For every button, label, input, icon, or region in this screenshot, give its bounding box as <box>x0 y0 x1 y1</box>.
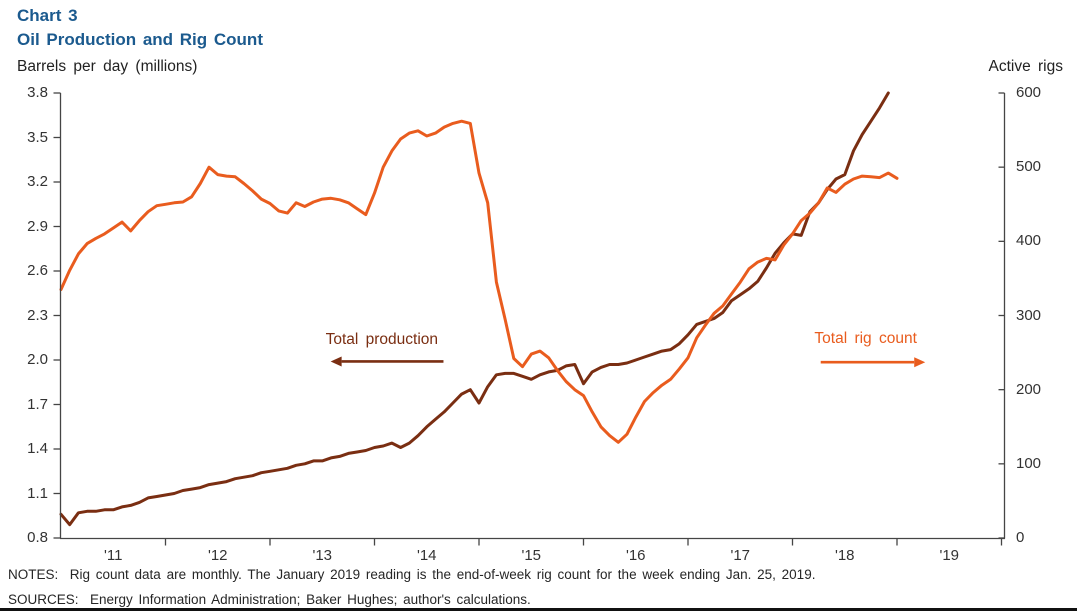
bottom-rule <box>0 608 1077 611</box>
right-axis-tick-label: 300 <box>1016 306 1042 324</box>
production-line <box>59 91 890 527</box>
right-axis-unit-label: Active rigs <box>988 58 1064 75</box>
left-axis-tick-label: 2.9 <box>27 217 48 235</box>
x-axis-tick-label: '12 <box>207 547 228 564</box>
left-axis-tick-label: 2.6 <box>27 262 48 279</box>
x-axis-tick-label: '17 <box>730 547 751 564</box>
left-axis-tick-label: 3.8 <box>27 84 48 101</box>
left-axis-tick-label: 0.8 <box>27 529 48 546</box>
right-axis-tick-label: 400 <box>1016 232 1042 250</box>
left-axis-tick-label: 2.0 <box>27 351 48 368</box>
x-axis-tick-label: '14 <box>416 547 437 564</box>
rigcount-annotation-label: Total rig count <box>814 329 917 347</box>
x-axis-tick-label: '16 <box>625 547 646 564</box>
right-axis-tick-label: 0 <box>1016 529 1025 546</box>
right-axis-tick-label: 200 <box>1016 380 1042 398</box>
x-axis-tick-label: '11 <box>104 547 123 564</box>
x-axis-tick-label: '13 <box>312 547 333 564</box>
right-axis-tick-label: 500 <box>1016 158 1042 176</box>
left-axis-tick-label: 1.4 <box>27 440 48 457</box>
x-axis-tick-label: '18 <box>834 547 855 564</box>
x-axis-tick-label: '15 <box>521 547 542 564</box>
left-axis-tick-label: 1.7 <box>27 395 48 413</box>
production-annotation-label: Total production <box>325 330 439 348</box>
rig-count-line <box>59 119 899 444</box>
chart-title: Oil Production and Rig Count <box>17 30 263 49</box>
right-axis-tick-label: 600 <box>1016 84 1042 101</box>
left-axis-tick-label: 3.2 <box>27 173 48 190</box>
sources-text: SOURCES: Energy Information Administrati… <box>8 592 531 607</box>
annotation-arrow-head <box>330 356 342 367</box>
notes-text: NOTES: Rig count data are monthly. The J… <box>8 567 816 582</box>
annotation-arrow-head <box>914 357 926 368</box>
left-axis-unit-label: Barrels per day (millions) <box>17 58 198 75</box>
left-axis-tick-label: 2.3 <box>27 306 48 324</box>
left-axis-tick-label: 3.5 <box>27 128 48 146</box>
chart-number: Chart 3 <box>17 6 78 25</box>
x-axis-tick-label: '19 <box>939 547 960 564</box>
left-axis-tick-label: 1.1 <box>27 484 48 502</box>
right-axis-tick-label: 100 <box>1016 454 1042 472</box>
